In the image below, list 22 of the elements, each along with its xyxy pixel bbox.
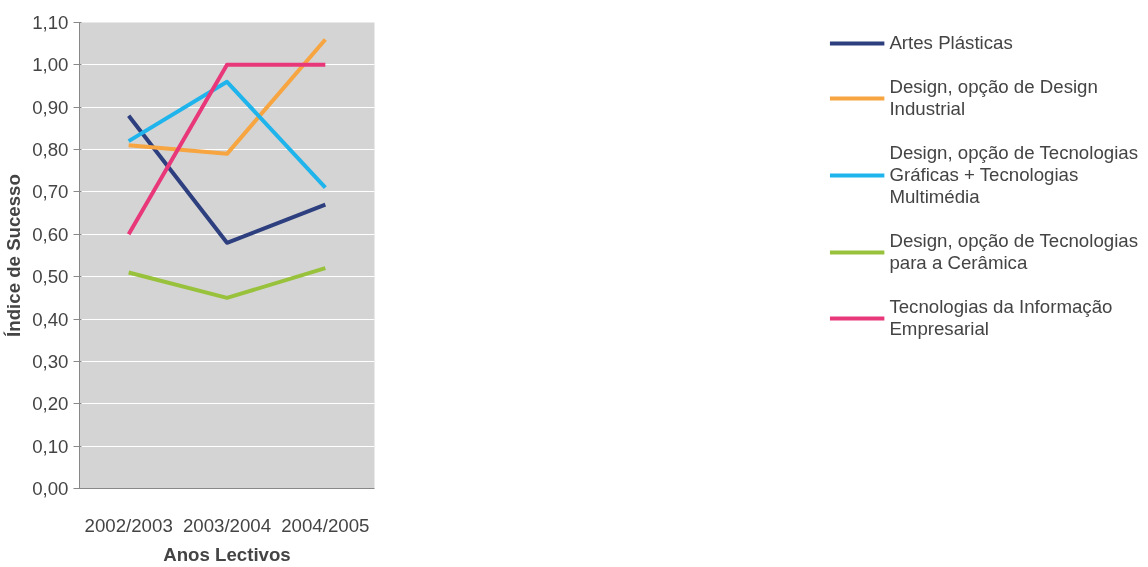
y-tick-label: 0,10 bbox=[32, 435, 69, 457]
y-tick-label: 0,80 bbox=[32, 139, 69, 161]
y-tick-label: 0,20 bbox=[32, 393, 69, 415]
y-tick-label: 0,90 bbox=[32, 96, 69, 118]
y-axis-title: Índice de Sucesso bbox=[3, 174, 25, 337]
y-tick-label: 0,50 bbox=[32, 266, 69, 288]
x-tick-label: 2003/2004 bbox=[182, 514, 272, 536]
y-tick-label: 1,00 bbox=[32, 54, 69, 76]
y-tick-label: 0,30 bbox=[32, 350, 69, 372]
x-tick-label: 2004/2005 bbox=[281, 514, 370, 536]
legend-label: Design, opção de Tecnologias Gráficas + Tecnologias Multimédia bbox=[889, 142, 1138, 208]
x-tick-label: 2002/2003 bbox=[84, 514, 173, 536]
y-tick-label: 0,70 bbox=[32, 181, 69, 203]
legend-label: Design, opção de Tecnologias para a Cerâmica bbox=[889, 230, 1138, 274]
x-axis-title: Anos Lectivos bbox=[163, 543, 291, 565]
legend-label: Tecnologias da Informação Empresarial bbox=[889, 296, 1113, 340]
y-tick-label: 0,00 bbox=[32, 478, 69, 499]
legend-label: Design, opção de Design Industrial bbox=[889, 76, 1098, 120]
y-tick-label: 1,10 bbox=[32, 12, 69, 33]
y-tick-label: 0,60 bbox=[32, 223, 69, 245]
y-tick-label: 0,40 bbox=[32, 308, 69, 330]
legend-label: Artes Plásticas bbox=[889, 32, 1013, 54]
